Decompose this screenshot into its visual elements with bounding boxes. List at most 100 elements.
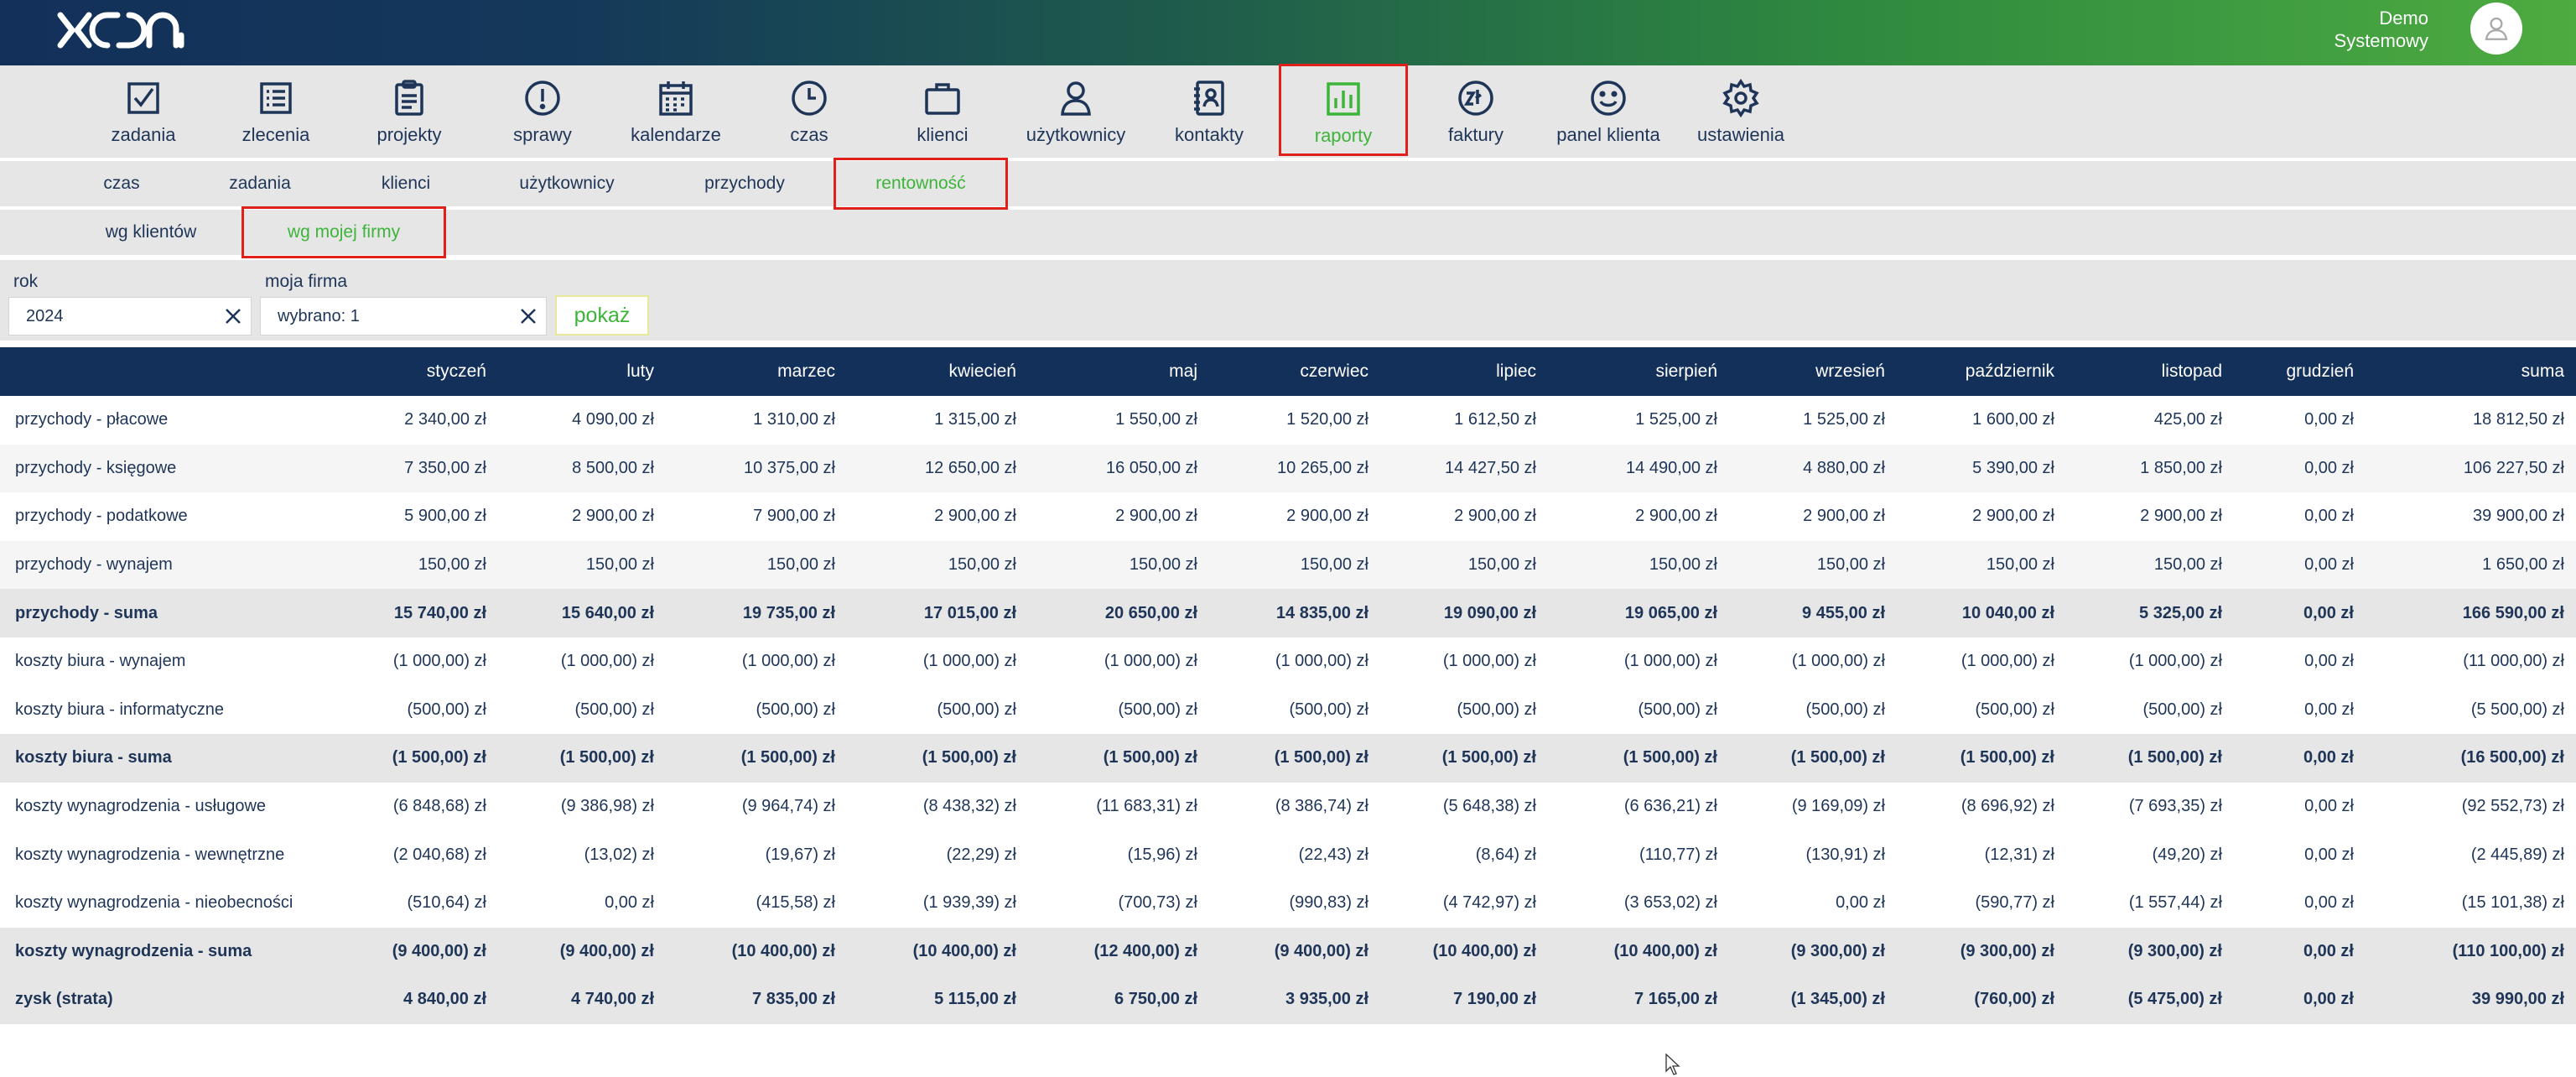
- nav-item-raporty[interactable]: raporty: [1279, 64, 1408, 156]
- table-row: koszty wynagrodzenia - wewnętrzne (2 040,…: [0, 830, 2576, 879]
- tab-wg-mojej-firmy[interactable]: wg mojej firmy: [242, 206, 446, 258]
- nav-item-klienci[interactable]: klienci: [880, 65, 1005, 158]
- clear-year-icon[interactable]: [224, 307, 242, 325]
- value-cell: (1 500,00) zł: [654, 734, 835, 783]
- col-header[interactable]: marzec: [654, 347, 835, 396]
- year-select[interactable]: 2024: [8, 297, 252, 336]
- nav-label: sprawy: [513, 124, 572, 145]
- user-first-name: Demo: [2379, 8, 2428, 29]
- col-header[interactable]: maj: [1016, 347, 1197, 396]
- row-label: przychody - suma: [0, 589, 332, 637]
- nav-item-sprawy[interactable]: sprawy: [480, 65, 605, 158]
- nav-label: raporty: [1314, 125, 1373, 146]
- col-header[interactable]: sierpień: [1536, 347, 1717, 396]
- value-cell: (49,20) zł: [2054, 830, 2222, 879]
- user-name[interactable]: Demo Systemowy: [2334, 7, 2428, 52]
- value-cell: (760,00) zł: [1885, 976, 2054, 1024]
- profitability-table: styczeń luty marzec kwiecień maj czerwie…: [0, 347, 2576, 1024]
- list-icon: [260, 82, 292, 114]
- col-header[interactable]: luty: [486, 347, 654, 396]
- tab-klienci[interactable]: klienci: [381, 174, 431, 193]
- year-value: 2024: [26, 306, 64, 325]
- value-cell: (2 040,68) zł: [332, 830, 486, 879]
- xon-logo[interactable]: [55, 10, 200, 50]
- value-cell: 0,00 zł: [2222, 396, 2354, 445]
- user-icon: [2485, 17, 2508, 40]
- row-label: koszty wynagrodzenia - wewnętrzne: [0, 830, 332, 879]
- nav-item-zadania[interactable]: zadania: [80, 65, 206, 158]
- col-header[interactable]: grudzień: [2222, 347, 2354, 396]
- col-header[interactable]: październik: [1885, 347, 2054, 396]
- value-cell: 0,00 zł: [2222, 927, 2354, 976]
- nav-item-zlecenia[interactable]: zlecenia: [213, 65, 339, 158]
- col-header[interactable]: styczeń: [332, 347, 486, 396]
- value-cell: 1 315,00 zł: [835, 396, 1016, 445]
- tab-rentownosc[interactable]: rentowność: [834, 158, 1008, 210]
- row-label: przychody - podatkowe: [0, 492, 332, 541]
- value-cell: 106 227,50 zł: [2354, 444, 2576, 493]
- value-cell: 150,00 zł: [1016, 540, 1197, 590]
- nav-item-faktury[interactable]: faktury: [1413, 65, 1539, 158]
- nav-item-uzytkownicy[interactable]: użytkownicy: [1013, 65, 1139, 158]
- nav-item-projekty[interactable]: projekty: [346, 65, 472, 158]
- value-cell: (500,00) zł: [332, 685, 486, 735]
- nav-item-kalendarze[interactable]: kalendarze: [613, 65, 739, 158]
- value-cell: 0,00 zł: [2222, 782, 2354, 831]
- value-cell: 0,00 zł: [2222, 589, 2354, 637]
- col-header[interactable]: suma: [2354, 347, 2576, 396]
- row-label: koszty wynagrodzenia - usługowe: [0, 782, 332, 831]
- contacts-icon: [1194, 81, 1224, 116]
- value-cell: (1 500,00) zł: [1197, 734, 1368, 783]
- briefcase-icon: [925, 83, 960, 115]
- value-cell: (1 000,00) zł: [2054, 637, 2222, 686]
- value-cell: (5 475,00) zł: [2054, 976, 2222, 1024]
- value-cell: 2 900,00 zł: [486, 492, 654, 541]
- col-header[interactable]: wrzesień: [1717, 347, 1885, 396]
- value-cell: (1 939,39) zł: [835, 878, 1016, 928]
- mouse-cursor-icon: [1665, 1054, 1680, 1075]
- value-cell: (1 500,00) zł: [835, 734, 1016, 783]
- nav-item-kontakty[interactable]: kontakty: [1146, 65, 1272, 158]
- table-header: styczeń luty marzec kwiecień maj czerwie…: [0, 347, 2576, 396]
- value-cell: 4 090,00 zł: [486, 396, 654, 445]
- value-cell: (9 169,09) zł: [1717, 782, 1885, 831]
- col-header[interactable]: kwiecień: [835, 347, 1016, 396]
- show-button[interactable]: pokaż: [555, 295, 649, 336]
- firm-select[interactable]: wybrano: 1: [260, 297, 547, 336]
- nav-item-panel-klienta[interactable]: panel klienta: [1545, 65, 1671, 158]
- tab-czas[interactable]: czas: [103, 174, 140, 193]
- row-label: zysk (strata): [0, 976, 332, 1024]
- value-cell: (9 386,98) zł: [486, 782, 654, 831]
- nav-item-czas[interactable]: czas: [746, 65, 872, 158]
- value-cell: 4 740,00 zł: [486, 976, 654, 1024]
- value-cell: (1 345,00) zł: [1717, 976, 1885, 1024]
- col-header[interactable]: lipiec: [1368, 347, 1536, 396]
- value-cell: (500,00) zł: [1536, 685, 1717, 735]
- value-cell: 4 880,00 zł: [1717, 444, 1885, 493]
- nav-item-ustawienia[interactable]: ustawienia: [1678, 65, 1804, 158]
- table-body: przychody - płacowe 2 340,00 zł 4 090,00 z…: [0, 396, 2576, 1024]
- clear-firm-icon[interactable]: [519, 307, 538, 325]
- tab-wg-klientow[interactable]: wg klientów: [105, 222, 197, 242]
- row-label: koszty biura - suma: [0, 734, 332, 783]
- avatar[interactable]: [2470, 3, 2522, 55]
- value-cell: 5 115,00 zł: [835, 976, 1016, 1024]
- value-cell: 150,00 zł: [2054, 540, 2222, 590]
- col-header[interactable]: czerwiec: [1197, 347, 1368, 396]
- table-row: koszty biura - wynajem (1 000,00) zł (1 00…: [0, 637, 2576, 686]
- nav-label: panel klienta: [1556, 124, 1660, 145]
- value-cell: 7 835,00 zł: [654, 976, 835, 1024]
- value-cell: 16 050,00 zł: [1016, 444, 1197, 493]
- value-cell: (6 848,68) zł: [332, 782, 486, 831]
- checkbox-icon: [127, 82, 159, 114]
- value-cell: (1 000,00) zł: [1368, 637, 1536, 686]
- tab-przychody[interactable]: przychody: [704, 174, 785, 193]
- nav-label: faktury: [1447, 124, 1504, 145]
- tab-zadania[interactable]: zadania: [229, 174, 291, 193]
- tab-uzytkownicy[interactable]: użytkownicy: [519, 174, 615, 193]
- value-cell: (11 000,00) zł: [2354, 637, 2576, 686]
- col-header[interactable]: listopad: [2054, 347, 2222, 396]
- value-cell: 5 900,00 zł: [332, 492, 486, 541]
- value-cell: 7 190,00 zł: [1368, 976, 1536, 1024]
- value-cell: 150,00 zł: [1717, 540, 1885, 590]
